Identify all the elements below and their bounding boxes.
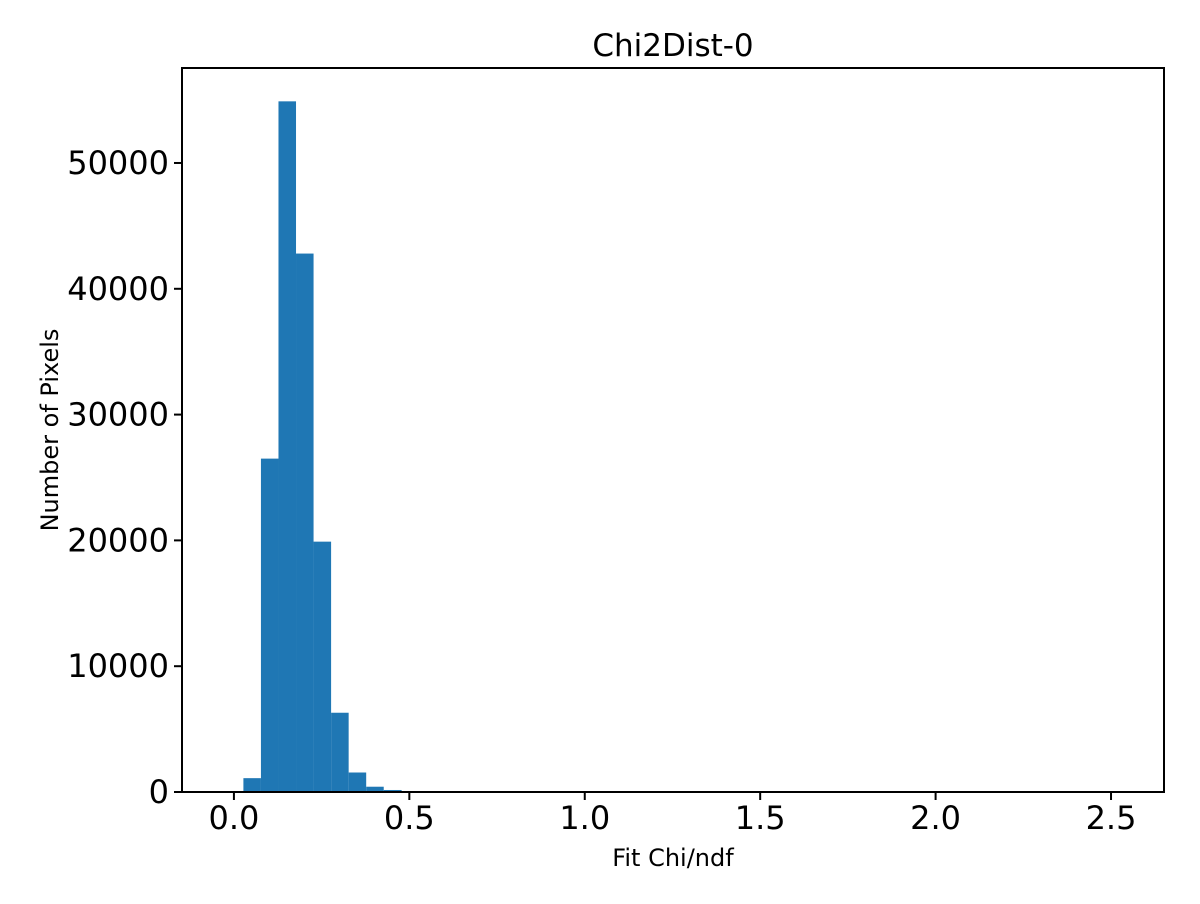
histogram-bar xyxy=(348,772,367,792)
x-tick-label: 2.0 xyxy=(910,799,961,837)
y-tick-label: 10000 xyxy=(67,647,169,685)
histogram-bar xyxy=(278,101,297,793)
histogram-bar xyxy=(243,778,261,792)
x-tick-label: 0.5 xyxy=(384,799,435,837)
histogram-bar xyxy=(296,253,314,792)
histogram-bar xyxy=(383,789,402,792)
y-axis-label: Number of Pixels xyxy=(36,329,64,532)
y-tick-label: 30000 xyxy=(67,396,169,434)
x-tick-label: 1.5 xyxy=(735,799,786,837)
y-tick-label: 0 xyxy=(149,773,169,811)
y-tick-label: 20000 xyxy=(67,521,169,559)
x-tick-label: 0.0 xyxy=(208,799,259,837)
bars-group xyxy=(243,101,402,793)
histogram-bar xyxy=(313,541,332,792)
axes-spines xyxy=(181,67,1165,793)
x-axis-label: Fit Chi/ndf xyxy=(612,844,734,872)
x-tick-label: 1.0 xyxy=(559,799,610,837)
x-axis-ticks: 0.0 0.5 1.0 1.5 2.0 2.5 xyxy=(208,792,1136,837)
histogram-bar xyxy=(366,786,384,792)
y-axis-ticks: 0 10000 20000 30000 40000 50000 xyxy=(67,144,182,811)
chart-title: Chi2Dist-0 xyxy=(592,28,753,64)
y-tick-label: 40000 xyxy=(67,270,169,308)
histogram-bar xyxy=(331,712,349,792)
y-tick-label: 50000 xyxy=(67,144,169,182)
x-tick-label: 2.5 xyxy=(1086,799,1137,837)
histogram-bar xyxy=(260,458,279,792)
